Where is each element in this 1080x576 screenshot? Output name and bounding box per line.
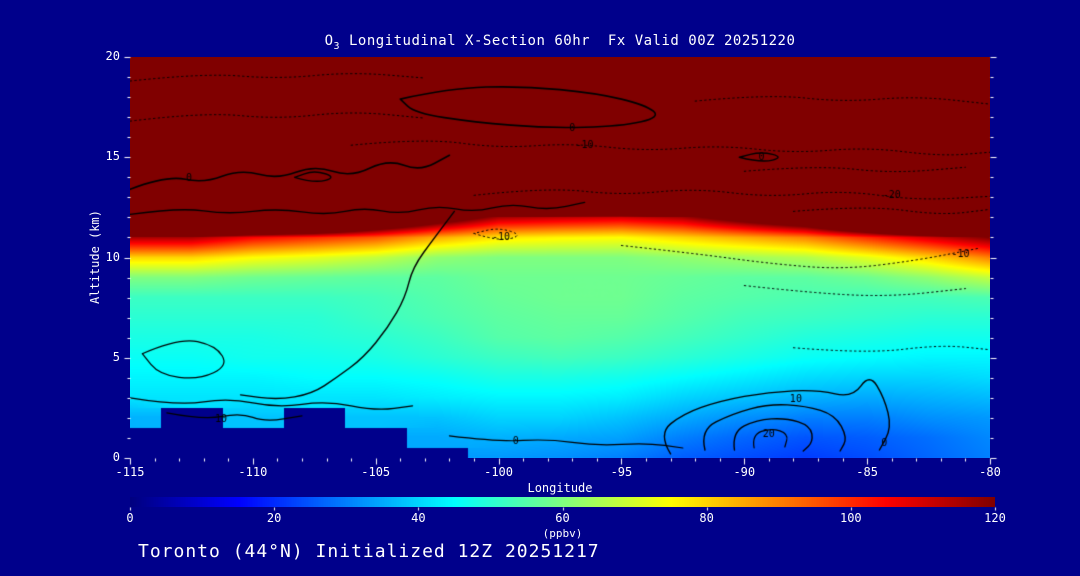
colorbar-tick-label: 120 [984, 511, 1006, 525]
colorbar [130, 497, 995, 507]
x-tick-label: -110 [238, 465, 268, 479]
run-caption: Toronto (44°N) Initialized 12Z 20251217 [138, 541, 600, 562]
colorbar-tick-label: 100 [839, 511, 862, 525]
x-tick-label: -100 [484, 465, 514, 479]
x-tick-label: -95 [610, 465, 633, 479]
x-tick-label: -90 [733, 465, 756, 479]
colorbar-units-label: (ppbv) [542, 527, 583, 540]
colorbar-tick-label: 40 [411, 511, 426, 525]
x-tick-label: -105 [361, 465, 391, 479]
chart-title-rest: Longitudinal X-Section 60hr Fx Valid 00Z… [340, 33, 796, 49]
colorbar-tick-label: 60 [555, 511, 570, 525]
y-tick-label: 10 [105, 249, 120, 264]
y-tick-label: 0 [112, 450, 120, 464]
colorbar-tick-label: 20 [266, 511, 282, 525]
y-tick-label: 20 [105, 49, 120, 63]
y-tick-label: 5 [112, 349, 120, 364]
x-axis-label: Longitude [527, 481, 593, 495]
chart-title-prefix: O [324, 33, 334, 49]
chart-title: O3 Longitudinal X-Section 60hr Fx Valid … [130, 33, 990, 52]
y-tick-label: 15 [105, 149, 120, 164]
x-tick-label: -115 [115, 465, 145, 479]
colorbar-tick-label: 0 [126, 511, 134, 525]
x-tick-label: -80 [979, 465, 1001, 479]
x-tick-label: -85 [856, 465, 878, 479]
colorbar-tick-label: 80 [699, 511, 714, 525]
contour-plot-canvas [130, 57, 990, 458]
